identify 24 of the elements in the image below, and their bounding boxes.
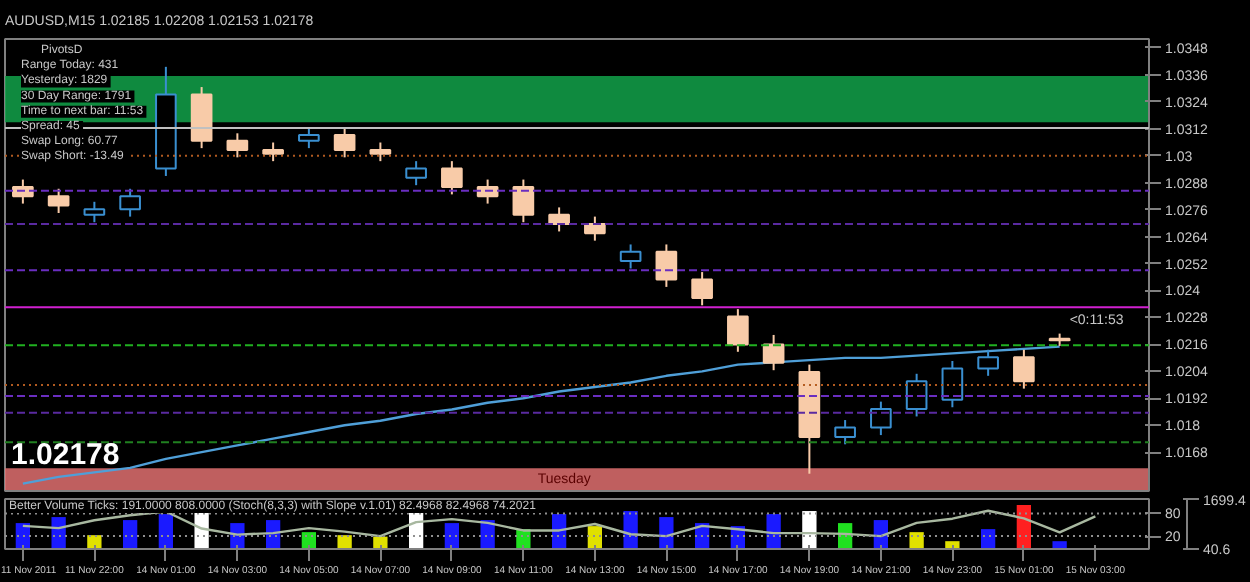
candlestick	[762, 333, 785, 372]
candlestick	[298, 126, 320, 150]
candlestick	[727, 308, 749, 353]
candlestick	[834, 419, 856, 446]
candlestick	[655, 243, 678, 288]
candlestick	[262, 141, 284, 163]
candlestick	[905, 372, 928, 418]
candlestick	[691, 271, 713, 307]
candlestick	[512, 178, 535, 224]
candlestick	[941, 359, 964, 409]
candlestick	[83, 200, 106, 224]
candlestick	[190, 86, 213, 150]
candlestick	[333, 126, 356, 159]
candlestick	[870, 400, 892, 437]
annotation: 1.02178	[11, 438, 120, 473]
candlestick	[977, 348, 999, 377]
candlestick	[369, 141, 392, 163]
candlestick	[1013, 348, 1035, 390]
candlestick	[119, 187, 141, 218]
candlestick	[441, 160, 463, 196]
candlestick	[47, 187, 70, 215]
candlestick	[619, 243, 642, 270]
candlestick	[405, 160, 427, 187]
candlestick	[226, 132, 249, 159]
